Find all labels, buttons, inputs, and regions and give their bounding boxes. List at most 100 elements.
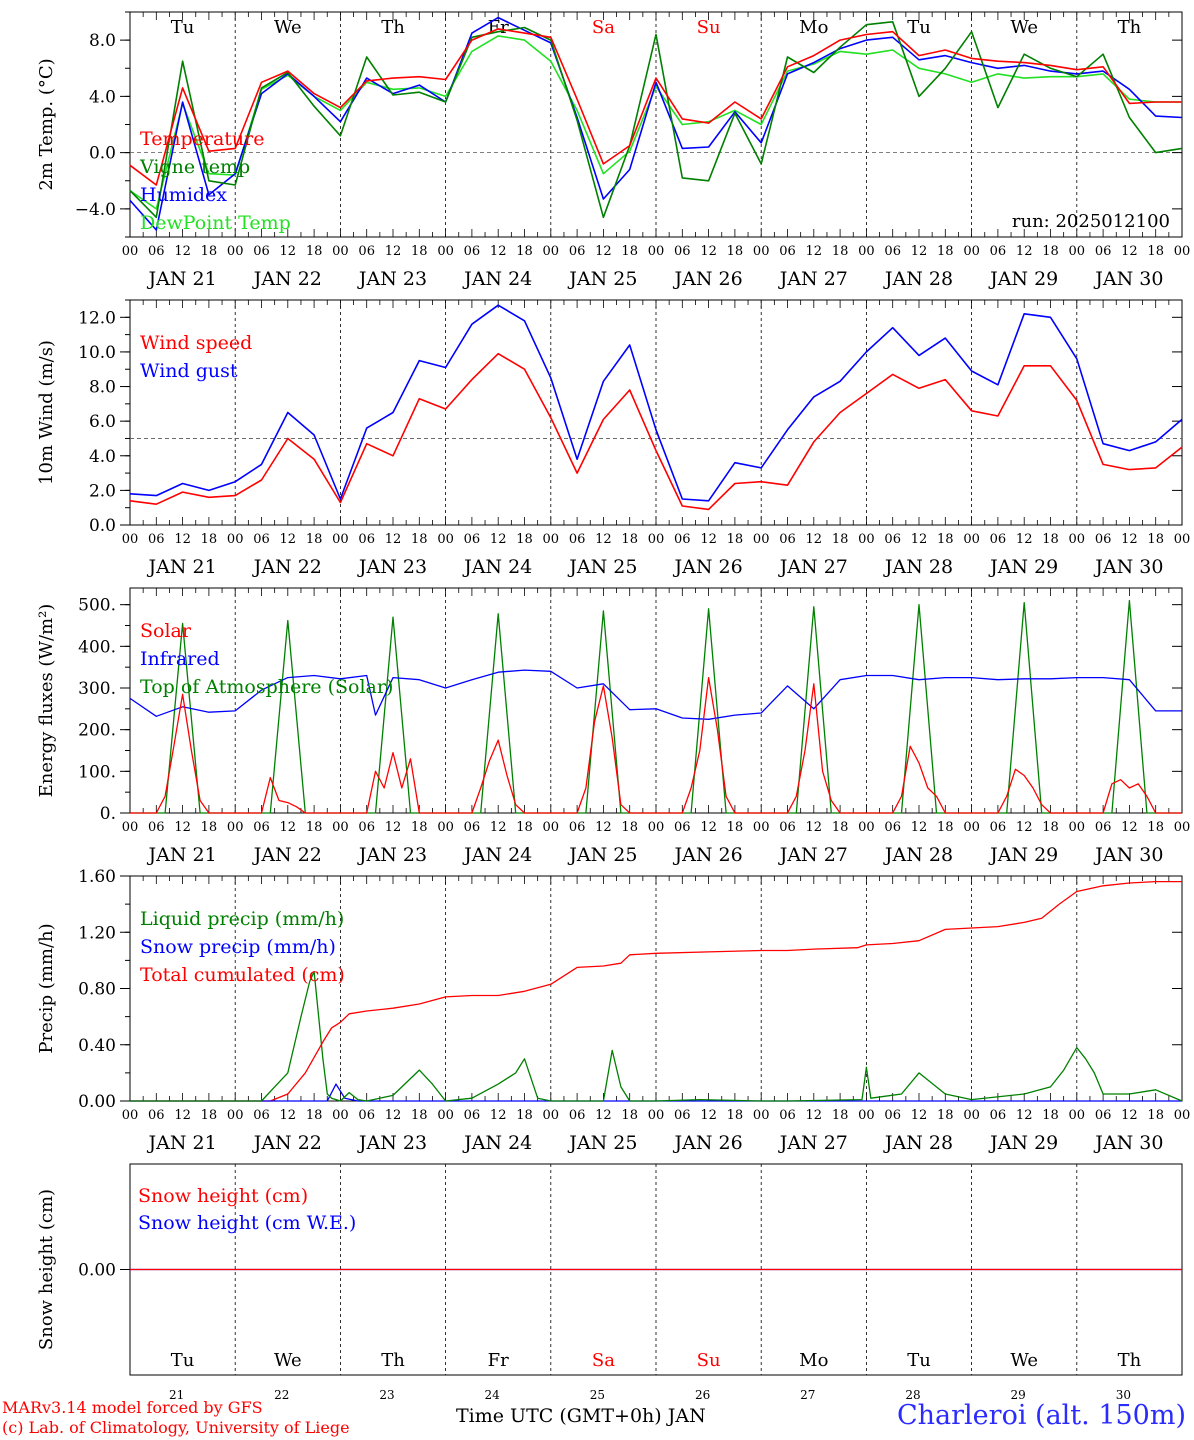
legend-entry: Infrared	[140, 648, 220, 670]
hour-tick-label: 18	[727, 820, 744, 835]
hour-tick-label: 00	[1174, 820, 1191, 835]
y-axis-label: Snow height (cm)	[36, 1189, 57, 1350]
y-tick-label: 0.80	[78, 980, 116, 1000]
hour-tick-label: 00	[753, 244, 770, 259]
hour-tick-label: 12	[174, 1108, 191, 1123]
hour-tick-label: 00	[648, 1108, 665, 1123]
panel-5: 0.00 Snow height (cm) Tu We Th Fr Sa Su Mo Tu We Th…	[36, 1163, 1183, 1376]
weekday-label: Mo	[799, 1350, 828, 1371]
hour-tick-label: 12	[806, 1108, 823, 1123]
y-axis-label: 2m Temp. (°C)	[36, 58, 57, 190]
legend-entry: Temperature	[140, 128, 264, 150]
hour-tick-label: 18	[411, 820, 428, 835]
day-number: 26	[695, 1388, 710, 1402]
y-tick-label: −4.0	[75, 200, 116, 220]
date-label: JAN 29	[988, 1132, 1058, 1154]
hour-tick-label: 18	[201, 244, 218, 259]
hour-tick-label: 12	[1121, 532, 1138, 547]
hour-tick-label: 18	[1042, 532, 1059, 547]
hour-tick-label: 12	[385, 820, 402, 835]
day-number: 25	[590, 1388, 605, 1402]
day-number: 27	[800, 1388, 815, 1402]
series-line-0	[129, 352, 1183, 511]
hour-tick-label: 00	[227, 820, 244, 835]
hour-tick-label: 06	[253, 244, 270, 259]
hour-tick-label: 00	[332, 820, 349, 835]
series-line-2	[129, 16, 1183, 231]
hour-tick-label: 18	[937, 1108, 954, 1123]
panel-1: −4.0 0.0 4.0 8.0 2m Temp. (°C) Tu We Th Fr Sa Su Mo…	[36, 11, 1190, 290]
y-tick-label: 0.00	[78, 1092, 116, 1112]
hour-tick-label: 00	[543, 820, 560, 835]
hour-tick-label: 12	[490, 244, 507, 259]
hour-tick-label: 18	[1147, 1108, 1164, 1123]
hour-tick-label: 18	[1042, 1108, 1059, 1123]
date-label: JAN 26	[673, 556, 743, 578]
hour-tick-label: 00	[122, 820, 139, 835]
date-label: JAN 25	[567, 844, 637, 866]
hour-tick-label: 18	[306, 820, 323, 835]
date-label: JAN 24	[462, 268, 532, 290]
hour-tick-label: 06	[464, 532, 481, 547]
date-label: JAN 22	[252, 844, 322, 866]
date-label: JAN 30	[1093, 268, 1163, 290]
y-tick-label: 1.60	[78, 867, 116, 887]
hour-tick-label: 12	[490, 820, 507, 835]
day-number: 23	[379, 1388, 394, 1402]
date-label: JAN 29	[988, 556, 1058, 578]
hour-tick-label: 06	[884, 532, 901, 547]
day-number: 30	[1116, 1388, 1131, 1402]
day-number: 22	[274, 1388, 289, 1402]
date-label: JAN 24	[462, 1132, 532, 1154]
hour-tick-label: 12	[595, 820, 612, 835]
series-line-1	[130, 1083, 1182, 1102]
hour-tick-label: 18	[832, 532, 849, 547]
hour-tick-label: 00	[648, 532, 665, 547]
hour-tick-label: 00	[753, 820, 770, 835]
hour-tick-label: 00	[858, 1108, 875, 1123]
legend-entry: Humidex	[140, 184, 227, 206]
y-axis-label: Precip (mm/h)	[36, 923, 57, 1053]
hour-tick-label: 06	[674, 820, 691, 835]
weekday-label: Th	[1118, 1350, 1142, 1371]
hour-tick-label: 12	[1016, 244, 1033, 259]
hour-tick-label: 18	[832, 244, 849, 259]
hour-tick-label: 18	[201, 532, 218, 547]
hour-tick-label: 00	[753, 1108, 770, 1123]
hour-tick-label: 12	[595, 532, 612, 547]
hour-tick-label: 06	[1095, 244, 1112, 259]
legend-entry: Top of Atmosphere (Solar)	[140, 676, 393, 698]
y-tick-label: 300.	[78, 679, 116, 699]
day-number: 21	[169, 1388, 184, 1402]
hour-tick-label: 00	[227, 1108, 244, 1123]
hour-tick-label: 12	[1016, 820, 1033, 835]
hour-tick-label: 18	[621, 820, 638, 835]
weekday-label: Sa	[592, 1350, 615, 1371]
hour-tick-label: 12	[595, 1108, 612, 1123]
hour-tick-label: 00	[122, 532, 139, 547]
hour-tick-label: 18	[306, 244, 323, 259]
y-tick-label: 0.0	[89, 516, 116, 536]
run-annotation: run: 2025012100	[1012, 211, 1170, 232]
date-label: JAN 23	[357, 1132, 427, 1154]
hour-tick-label: 18	[201, 1108, 218, 1123]
hour-tick-label: 06	[569, 532, 586, 547]
hour-tick-label: 00	[437, 532, 454, 547]
hour-tick-label: 12	[174, 532, 191, 547]
hour-tick-label: 00	[963, 532, 980, 547]
hour-tick-label: 00	[437, 1108, 454, 1123]
date-label: JAN 27	[778, 844, 848, 866]
hour-tick-label: 12	[911, 532, 928, 547]
panel-frame	[129, 11, 1183, 238]
hour-tick-label: 06	[464, 1108, 481, 1123]
hour-tick-label: 18	[727, 532, 744, 547]
y-tick-label: 12.0	[78, 308, 116, 328]
series-line-0	[130, 676, 1182, 814]
hour-tick-label: 12	[1016, 532, 1033, 547]
hour-tick-label: 06	[1095, 1108, 1112, 1123]
legend-entry: Wind speed	[140, 332, 252, 354]
hour-tick-label: 18	[832, 820, 849, 835]
hour-tick-label: 06	[358, 1108, 375, 1123]
hour-tick-label: 12	[490, 532, 507, 547]
hour-tick-label: 12	[806, 820, 823, 835]
